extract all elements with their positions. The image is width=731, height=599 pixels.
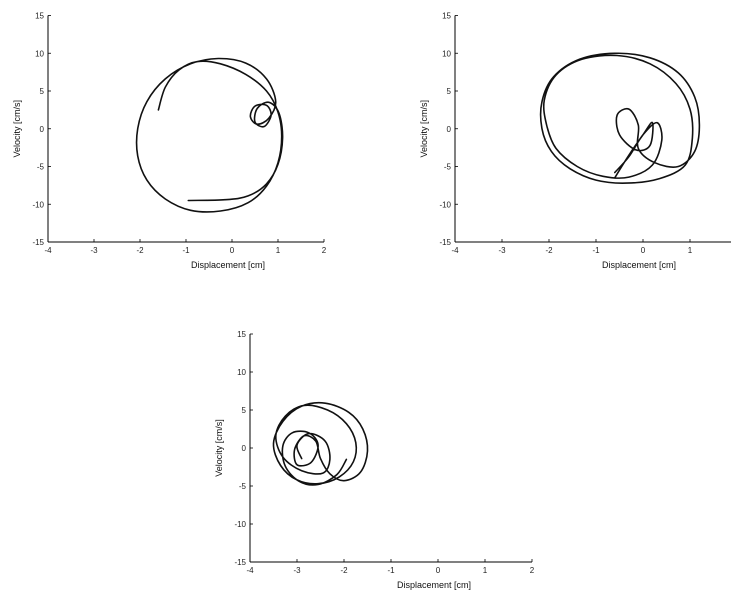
x-tick-label: -4 — [44, 246, 52, 255]
y-tick-label: 5 — [242, 406, 247, 415]
x-axis-title: Displacement [cm] — [397, 580, 471, 590]
x-tick-label: 2 — [530, 566, 535, 575]
y-tick-label: -10 — [234, 520, 246, 529]
y-tick-label: 10 — [35, 49, 44, 58]
y-tick-label: -5 — [444, 163, 452, 172]
phase-trajectory — [272, 401, 369, 486]
y-axis-title: Velocity [cm/s] — [12, 100, 22, 158]
x-tick-label: -4 — [246, 566, 254, 575]
x-tick-label: -1 — [182, 246, 190, 255]
y-tick-label: -5 — [239, 482, 247, 491]
x-tick-label: 1 — [688, 246, 693, 255]
x-tick-label: -3 — [293, 566, 301, 575]
y-tick-label: -10 — [439, 200, 451, 209]
x-tick-label: 0 — [436, 566, 441, 575]
phase-trajectory — [135, 57, 284, 213]
x-tick-label: 1 — [276, 246, 281, 255]
y-tick-label: -15 — [32, 238, 44, 247]
y-tick-label: 10 — [237, 368, 246, 377]
y-tick-label: 5 — [40, 87, 45, 96]
x-tick-label: 1 — [483, 566, 488, 575]
x-tick-label: -1 — [592, 246, 600, 255]
x-axis-title: Displacement [cm] — [602, 260, 676, 270]
y-tick-label: 0 — [447, 125, 452, 134]
y-tick-label: -5 — [37, 163, 45, 172]
y-tick-label: 10 — [442, 49, 451, 58]
y-tick-label: 0 — [242, 444, 247, 453]
x-tick-label: -4 — [451, 246, 459, 255]
x-tick-label: -3 — [498, 246, 506, 255]
y-axis-title: Velocity [cm/s] — [214, 419, 224, 477]
x-tick-label: 2 — [322, 246, 327, 255]
y-tick-label: -15 — [234, 558, 246, 567]
x-tick-label: -3 — [90, 246, 98, 255]
x-tick-label: 0 — [641, 246, 646, 255]
x-tick-label: -2 — [545, 246, 553, 255]
y-tick-label: -10 — [32, 200, 44, 209]
x-tick-label: -1 — [387, 566, 395, 575]
phase-trajectory — [539, 52, 701, 184]
y-tick-label: 15 — [442, 12, 451, 21]
y-tick-label: 0 — [40, 125, 45, 134]
x-tick-label: -2 — [136, 246, 144, 255]
x-tick-label: -2 — [340, 566, 348, 575]
x-tick-label: 0 — [230, 246, 235, 255]
y-tick-label: -15 — [439, 238, 451, 247]
y-axis-title: Velocity [cm/s] — [419, 100, 429, 158]
x-axis-title: Displacement [cm] — [191, 260, 265, 270]
y-tick-label: 15 — [35, 12, 44, 21]
y-tick-label: 5 — [447, 87, 452, 96]
y-tick-label: 15 — [237, 330, 246, 339]
